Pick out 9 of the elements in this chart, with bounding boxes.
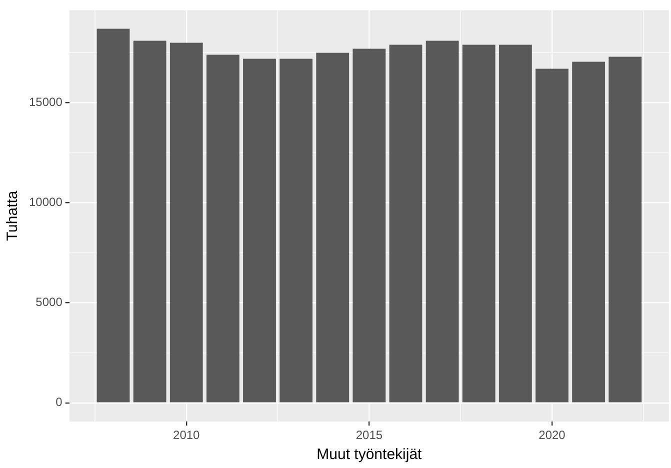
y-tick-label: 10000 xyxy=(28,195,63,210)
y-axis-title: Tuhatta xyxy=(4,190,22,242)
y-tick-label: 5000 xyxy=(36,295,63,310)
x-tick-label: 2015 xyxy=(356,428,383,442)
x-tick-label: 2020 xyxy=(538,428,566,442)
x-tick-label: 2010 xyxy=(173,428,200,442)
y-tick-label: 0 xyxy=(56,395,63,410)
y-tick-label: 15000 xyxy=(28,95,63,110)
x-axis-title: Muut työntekijät xyxy=(316,446,423,464)
